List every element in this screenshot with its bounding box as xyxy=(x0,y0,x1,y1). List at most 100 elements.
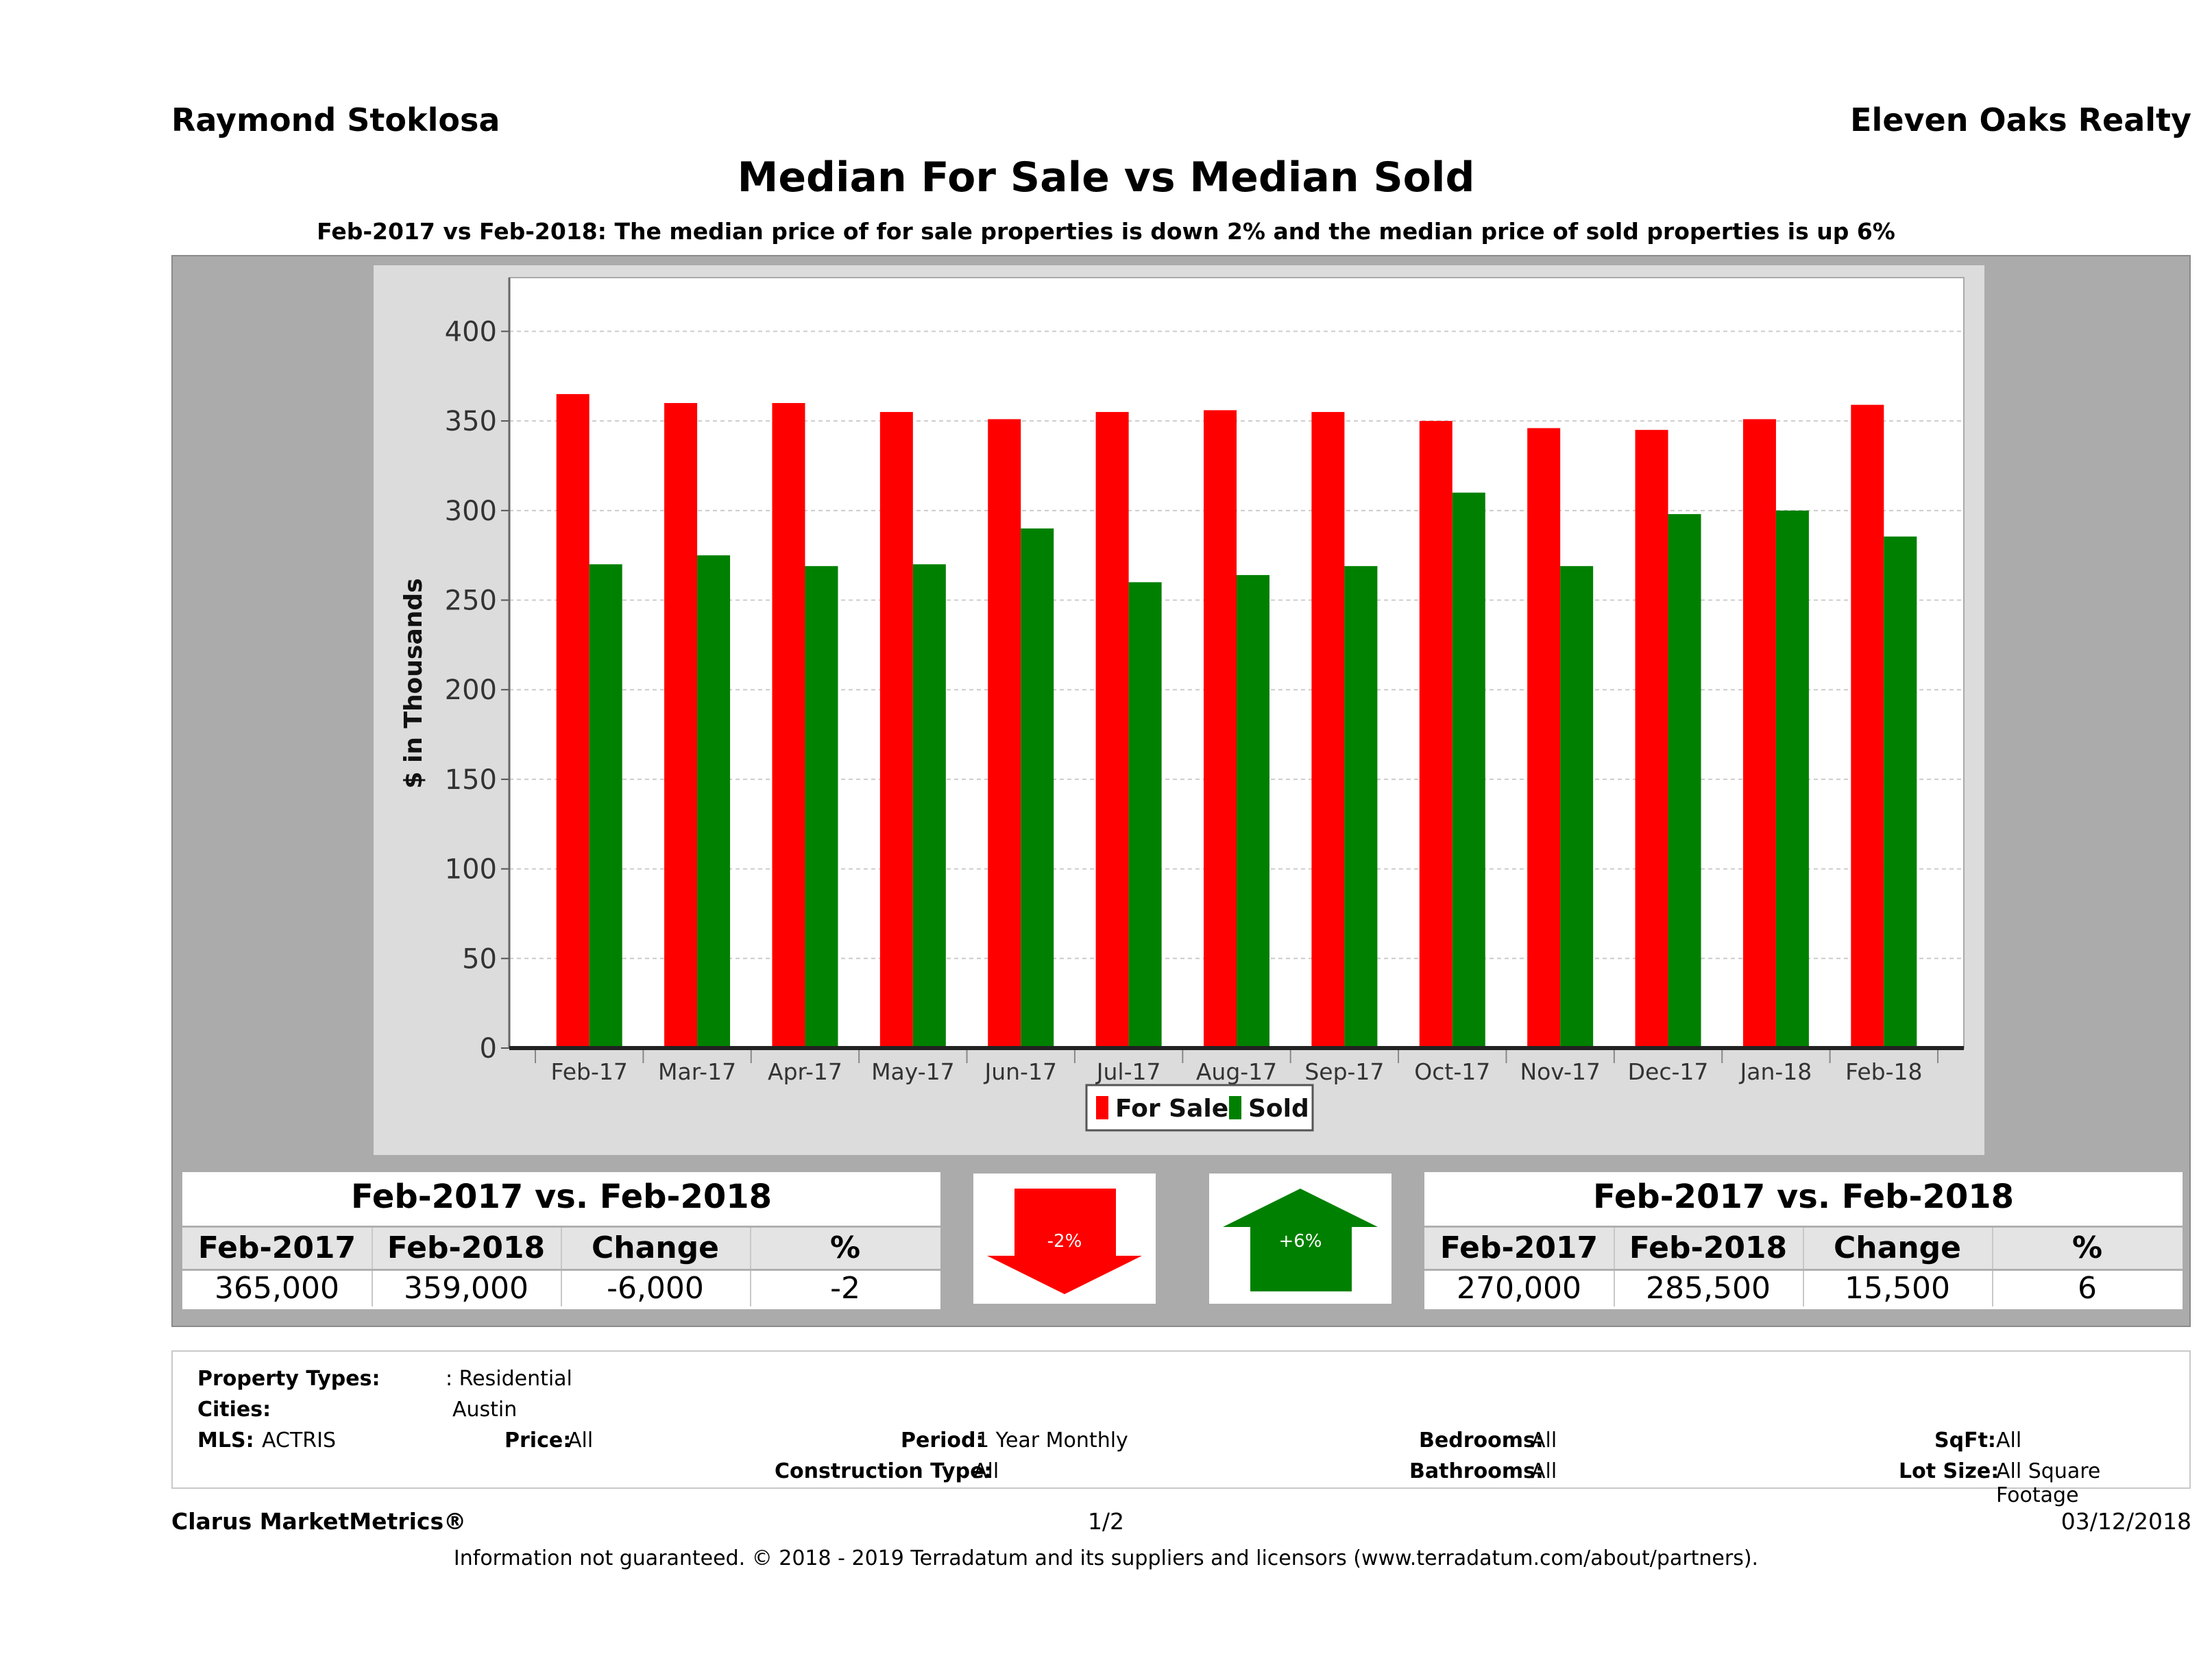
up-arrow-icon: +6% xyxy=(1223,1189,1378,1291)
property-types-value: : Residential xyxy=(446,1367,572,1391)
sold-header-start: Feb-2017 xyxy=(1439,1230,1599,1265)
price-label: Price: xyxy=(505,1428,572,1452)
y-tick-label: 0 xyxy=(480,1033,497,1065)
sold-bar xyxy=(1560,566,1594,1048)
sold-table-title: Feb-2017 vs. Feb-2018 xyxy=(1592,1178,2015,1216)
for-sale-bar xyxy=(1095,412,1129,1048)
report-filters: Property Types: : Residential Cities: Au… xyxy=(171,1350,2191,1507)
legend-swatch-for-sale xyxy=(1096,1096,1108,1119)
sold-table-header-row: Feb-2017 Feb-2018 Change % xyxy=(1424,1226,2183,1271)
y-tick-label: 250 xyxy=(445,585,497,617)
x-tick-label: Jun-17 xyxy=(983,1058,1056,1085)
sold-header-percent: % xyxy=(2071,1230,2103,1265)
y-tick-label: 100 xyxy=(445,854,497,886)
cities-value: Austin xyxy=(452,1398,518,1422)
bedrooms-value: All xyxy=(1531,1428,1557,1452)
x-tick-label: Feb-18 xyxy=(1845,1058,1922,1085)
for-sale-bar xyxy=(1204,410,1237,1048)
for-sale-bar xyxy=(556,393,590,1048)
up-arrow-box: +6% xyxy=(1209,1174,1391,1304)
sold-value-change: 15,500 xyxy=(1845,1271,1950,1306)
sold-value-percent: 6 xyxy=(2078,1271,2097,1306)
period-value: 1 Year Monthly xyxy=(976,1428,1128,1452)
y-axis-label: $ in Thousands xyxy=(400,578,428,788)
sold-header-end: Feb-2018 xyxy=(1629,1230,1788,1265)
for-sale-header-change: Change xyxy=(592,1230,719,1265)
for-sale-value-end: 359,000 xyxy=(404,1271,528,1306)
down-arrow-icon: -2% xyxy=(987,1189,1142,1294)
sold-bar xyxy=(1021,528,1054,1048)
for-sale-bar xyxy=(1527,428,1561,1048)
bathrooms-label: Bathrooms: xyxy=(1409,1459,1544,1483)
footer-brand: Clarus MarketMetrics® xyxy=(171,1508,467,1535)
price-value: All xyxy=(568,1428,594,1452)
y-tick-label: 150 xyxy=(445,764,497,796)
for-sale-table-header-row: Feb-2017 Feb-2018 Change % xyxy=(182,1226,940,1271)
mls-label: MLS: xyxy=(197,1428,254,1452)
up-arrow-label: +6% xyxy=(1278,1231,1322,1252)
sold-bar xyxy=(805,566,838,1048)
sold-bar xyxy=(1668,514,1701,1048)
x-tick-label: Mar-17 xyxy=(658,1058,736,1085)
x-tick-label: Apr-17 xyxy=(768,1058,842,1085)
sold-bar xyxy=(697,555,731,1048)
y-tick-label: 50 xyxy=(462,943,497,975)
y-tick-label: 200 xyxy=(445,674,497,706)
for-sale-bar xyxy=(1311,412,1345,1048)
for-sale-header-percent: % xyxy=(829,1230,861,1265)
legend-label-for-sale: For Sale xyxy=(1115,1095,1228,1123)
construction-type-value: All xyxy=(973,1459,999,1483)
bedrooms-label: Bedrooms: xyxy=(1419,1428,1544,1452)
for-sale-header-start: Feb-2017 xyxy=(197,1230,356,1265)
disclaimer: Information not guaranteed. © 2018 - 201… xyxy=(453,1546,1759,1570)
x-tick-label: Aug-17 xyxy=(1196,1058,1277,1085)
sqft-label: SqFt: xyxy=(1934,1428,1996,1452)
bar-chart: 0 50 100 150 200 250 300 350 400 $ in Thousands Fe… xyxy=(400,277,1965,1132)
for-sale-value-percent: -2 xyxy=(830,1271,860,1306)
for-sale-bar xyxy=(879,412,913,1048)
legend-label-sold: Sold xyxy=(1248,1095,1309,1123)
x-tick-label: May-17 xyxy=(871,1058,955,1085)
sold-value-start: 270,000 xyxy=(1457,1271,1581,1306)
for-sale-bar xyxy=(772,402,805,1048)
construction-type-label: Construction Type: xyxy=(775,1459,993,1483)
chart-subtitle: Feb-2017 vs Feb-2018: The median price o… xyxy=(317,218,1895,245)
for-sale-header-end: Feb-2018 xyxy=(387,1230,546,1265)
for-sale-bar xyxy=(988,419,1021,1048)
for-sale-bar xyxy=(1635,430,1668,1048)
sold-comparison-table: Feb-2017 vs. Feb-2018 Feb-2017 Feb-2018 … xyxy=(1424,1172,2183,1309)
for-sale-value-change: -6,000 xyxy=(607,1271,704,1306)
y-tick-label: 300 xyxy=(445,496,497,527)
property-types-label: Property Types: xyxy=(197,1367,380,1391)
chart-area: 0 50 100 150 200 250 300 350 400 $ in Thousands Fe… xyxy=(374,265,1984,1155)
y-tick-label: 350 xyxy=(445,406,497,437)
cities-label: Cities: xyxy=(197,1398,271,1422)
for-sale-bar xyxy=(1419,421,1453,1048)
legend-swatch-sold xyxy=(1229,1096,1241,1119)
x-tick-label: Jul-17 xyxy=(1095,1058,1161,1085)
page-number: 1/2 xyxy=(1087,1508,1125,1535)
chart-title: Median For Sale vs Median Sold xyxy=(737,154,1475,202)
legend-box xyxy=(1085,1084,1314,1132)
sold-header-change: Change xyxy=(1834,1230,1961,1265)
sold-bar xyxy=(1128,582,1162,1048)
x-tick-label: Sep-17 xyxy=(1304,1058,1384,1085)
x-tick-label: Oct-17 xyxy=(1414,1058,1490,1085)
sold-bar xyxy=(912,564,946,1048)
sold-bar xyxy=(1884,536,1917,1048)
sold-table-value-row: 270,000 285,500 15,500 6 xyxy=(1424,1271,2183,1306)
bathrooms-value: All xyxy=(1531,1459,1557,1483)
for-sale-value-start: 365,000 xyxy=(215,1271,339,1306)
mls-value: ACTRIS xyxy=(262,1428,337,1452)
agent-name: Raymond Stoklosa xyxy=(171,101,500,138)
period-label: Period: xyxy=(901,1428,984,1452)
for-sale-table-value-row: 365,000 359,000 -6,000 -2 xyxy=(182,1271,940,1306)
sold-bar xyxy=(1237,574,1269,1048)
x-tick-label: Feb-17 xyxy=(551,1058,628,1085)
for-sale-table-title: Feb-2017 vs. Feb-2018 xyxy=(350,1178,773,1216)
sold-bar xyxy=(1775,510,1809,1048)
x-tick-label: Nov-17 xyxy=(1520,1058,1600,1085)
for-sale-comparison-table: Feb-2017 vs. Feb-2018 Feb-2017 Feb-2018 … xyxy=(182,1172,940,1309)
down-arrow-box: -2% xyxy=(973,1174,1156,1304)
x-tick-label: Jan-18 xyxy=(1739,1058,1812,1085)
